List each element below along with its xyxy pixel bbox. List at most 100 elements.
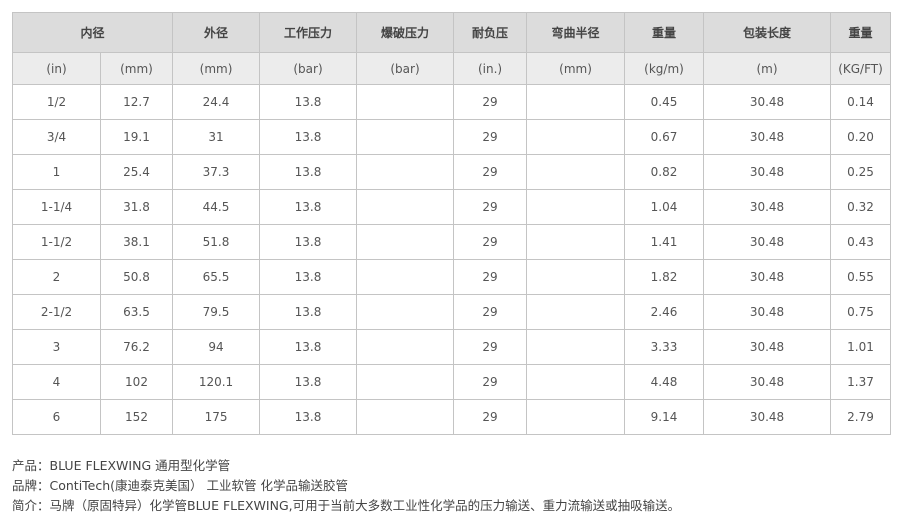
- table-cell: 44.5: [172, 189, 261, 225]
- column-header: 弯曲半径: [526, 12, 626, 53]
- table-cell: [526, 364, 626, 400]
- unit-cell: (KG/FT): [830, 52, 892, 85]
- table-cell: 1.37: [830, 364, 892, 400]
- table-cell: 13.8: [259, 259, 358, 295]
- table-cell: 30.48: [703, 259, 832, 295]
- table-row: 1 25.4 37.3 13.8 29 0.82 30.48 0.25: [12, 154, 892, 190]
- table-cell: 1.41: [624, 224, 705, 260]
- table-cell: 13.8: [259, 399, 358, 435]
- table-cell: [356, 189, 455, 225]
- table-cell: 29: [453, 119, 528, 155]
- table-cell: [356, 259, 455, 295]
- table-cell: 0.82: [624, 154, 705, 190]
- column-header: 工作压力: [259, 12, 358, 53]
- table-cell: 30.48: [703, 364, 832, 400]
- table-row: 3/4 19.1 31 13.8 29 0.67 30.48 0.20: [12, 119, 892, 155]
- table-cell: 0.45: [624, 84, 705, 120]
- table-cell: 29: [453, 294, 528, 330]
- table-cell: 13.8: [259, 224, 358, 260]
- table-cell: 13.8: [259, 329, 358, 365]
- table-cell: [526, 154, 626, 190]
- note-brand: 品牌：ContiTech(康迪泰克美国） 工业软管 化学品输送胶管: [12, 478, 348, 493]
- unit-cell: (in): [12, 52, 101, 85]
- table-cell: 0.67: [624, 119, 705, 155]
- table-cell: 1.01: [830, 329, 892, 365]
- table-cell: 0.20: [830, 119, 892, 155]
- table-cell: 0.14: [830, 84, 892, 120]
- table-cell: 19.1: [99, 119, 174, 155]
- table-cell: 13.8: [259, 119, 358, 155]
- unit-cell: (mm): [99, 52, 174, 85]
- table-cell: 30.48: [703, 119, 832, 155]
- table-cell: [526, 259, 626, 295]
- table-cell: 30.48: [703, 189, 832, 225]
- table-cell: 6: [12, 399, 101, 435]
- table-cell: 0.32: [830, 189, 892, 225]
- table-cell: 51.8: [172, 224, 261, 260]
- table-cell: 30.48: [703, 84, 832, 120]
- table-cell: [356, 399, 455, 435]
- table-cell: [356, 119, 455, 155]
- table-cell: 79.5: [172, 294, 261, 330]
- table-cell: 9.14: [624, 399, 705, 435]
- table-cell: 0.55: [830, 259, 892, 295]
- column-header: 外径: [172, 12, 261, 53]
- table-cell: [526, 224, 626, 260]
- table-row: 2 50.8 65.5 13.8 29 1.82 30.48 0.55: [12, 259, 892, 295]
- table-cell: [526, 119, 626, 155]
- table-cell: 120.1: [172, 364, 261, 400]
- table-cell: 63.5: [99, 294, 174, 330]
- product-notes: 产品：BLUE FLEXWING 通用型化学管 品牌：ContiTech(康迪泰…: [12, 456, 680, 516]
- table-row: 1-1/2 38.1 51.8 13.8 29 1.41 30.48 0.43: [12, 224, 892, 260]
- table-cell: 2: [12, 259, 101, 295]
- table-cell: 30.48: [703, 154, 832, 190]
- table-cell: [526, 399, 626, 435]
- note-product: 产品：BLUE FLEXWING 通用型化学管: [12, 458, 231, 473]
- header-row: 内径 外径 工作压力 爆破压力 耐负压 弯曲半径 重量 包装长度 重量: [11, 12, 892, 53]
- table-cell: 29: [453, 364, 528, 400]
- table-cell: 29: [453, 84, 528, 120]
- table-cell: 37.3: [172, 154, 261, 190]
- table-cell: 3/4: [12, 119, 101, 155]
- table-cell: 152: [99, 399, 174, 435]
- table-cell: 102: [99, 364, 174, 400]
- table-cell: 30.48: [703, 294, 832, 330]
- table-cell: 13.8: [259, 294, 358, 330]
- table-cell: 2.46: [624, 294, 705, 330]
- table-cell: 29: [453, 189, 528, 225]
- unit-cell: (kg/m): [624, 52, 705, 85]
- column-header: 重量: [830, 12, 892, 53]
- units-row: (in) (mm) (mm) (bar) (bar) (in.) (mm) (kg/m) (m)…: [12, 52, 892, 85]
- column-header: 耐负压: [453, 12, 528, 53]
- table-cell: 3.33: [624, 329, 705, 365]
- table-cell: 1.04: [624, 189, 705, 225]
- table-cell: [356, 224, 455, 260]
- column-header: 爆破压力: [356, 12, 455, 53]
- table-cell: 30.48: [703, 224, 832, 260]
- table-cell: 29: [453, 154, 528, 190]
- unit-cell: (in.): [453, 52, 528, 85]
- table-row: 6 152 175 13.8 29 9.14 30.48 2.79: [12, 399, 892, 435]
- table-cell: 30.48: [703, 329, 832, 365]
- column-header: 重量: [624, 12, 705, 53]
- table-cell: [356, 84, 455, 120]
- table-cell: [526, 329, 626, 365]
- table-cell: [356, 294, 455, 330]
- table-cell: 4: [12, 364, 101, 400]
- column-header: 内径: [11, 12, 174, 53]
- table-cell: 1: [12, 154, 101, 190]
- table-cell: 29: [453, 259, 528, 295]
- table-cell: 38.1: [99, 224, 174, 260]
- table-cell: 1-1/2: [12, 224, 101, 260]
- table-row: 1-1/4 31.8 44.5 13.8 29 1.04 30.48 0.32: [12, 189, 892, 225]
- table-cell: 13.8: [259, 364, 358, 400]
- table-cell: 0.25: [830, 154, 892, 190]
- table-cell: 12.7: [99, 84, 174, 120]
- table-cell: [356, 364, 455, 400]
- table-cell: 50.8: [99, 259, 174, 295]
- table-cell: 2-1/2: [12, 294, 101, 330]
- table-cell: 29: [453, 224, 528, 260]
- table-cell: 4.48: [624, 364, 705, 400]
- table-cell: 94: [172, 329, 261, 365]
- table-row: 1/2 12.7 24.4 13.8 29 0.45 30.48 0.14: [12, 84, 892, 120]
